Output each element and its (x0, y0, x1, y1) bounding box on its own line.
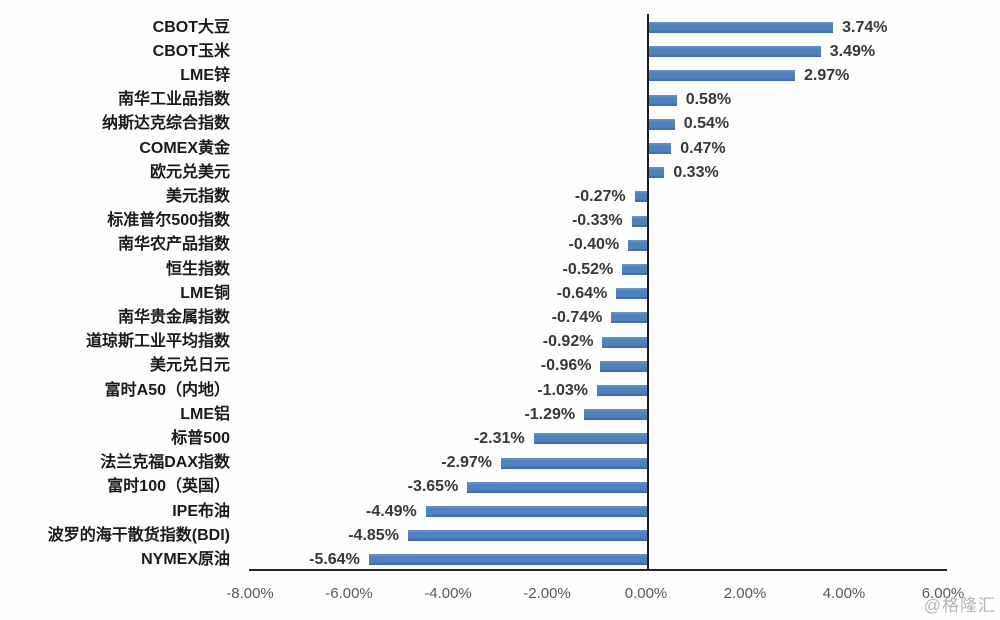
x-tick-label: -6.00% (325, 585, 373, 602)
x-tick-label: 0.00% (624, 585, 668, 602)
category-label: 纳斯达克综合指数 (101, 115, 230, 133)
bar (600, 360, 648, 372)
value-label: -2.31% (473, 429, 525, 447)
category-label: 法兰克福DAX指数 (100, 454, 230, 472)
bar (368, 554, 648, 566)
value-label: -0.40% (568, 236, 620, 254)
category-label: 波罗的海干散货指数(BDI) (47, 526, 230, 544)
bar (611, 312, 648, 324)
value-label: -0.96% (540, 357, 592, 375)
category-label: LME铜 (180, 284, 230, 302)
category-label: 富时A50（内地） (104, 381, 230, 399)
value-label: 0.47% (680, 139, 726, 157)
category-label: 标准普尔500指数 (107, 212, 230, 230)
bar (648, 94, 677, 106)
category-label: 南华工业品指数 (117, 91, 230, 109)
category-label: 恒生指数 (165, 260, 230, 278)
category-label: 富时100（英国） (107, 478, 230, 496)
value-label: -2.97% (441, 454, 492, 472)
bar (500, 457, 648, 469)
value-label: 0.33% (673, 163, 719, 181)
bar (407, 530, 648, 542)
value-label: 3.49% (829, 42, 876, 60)
value-label: -0.92% (542, 333, 594, 351)
value-label: -0.33% (571, 212, 623, 230)
category-label: NYMEX原油 (141, 550, 230, 568)
value-label: -4.85% (348, 526, 399, 544)
bar (533, 433, 648, 445)
value-label: -1.03% (537, 381, 588, 399)
zero-axis-line (647, 14, 649, 571)
x-tick-label: 2.00% (723, 585, 767, 602)
category-label: LME铝 (180, 405, 230, 423)
category-label: CBOT玉米 (152, 42, 230, 60)
x-tick-label: -8.00% (226, 585, 274, 602)
bar (425, 506, 648, 517)
value-label: -1.29% (524, 405, 576, 423)
bar (584, 409, 648, 421)
category-label: 南华贵金属指数 (117, 308, 230, 326)
bar (602, 336, 648, 348)
value-label: -3.65% (407, 478, 459, 496)
value-label: -0.64% (556, 284, 608, 302)
bar (597, 385, 648, 396)
category-label: 美元指数 (165, 187, 230, 205)
category-label: COMEX黄金 (139, 139, 230, 157)
category-label: 南华农产品指数 (117, 236, 230, 254)
value-label: -5.64% (309, 550, 360, 568)
bar (648, 22, 834, 33)
value-label: -4.49% (366, 502, 417, 520)
category-label: 美元兑日元 (149, 357, 230, 375)
bar (648, 118, 675, 130)
value-label: -0.74% (551, 308, 603, 326)
category-label: 标普500 (171, 429, 230, 447)
value-label: -0.27% (574, 187, 626, 205)
value-label: 0.54% (683, 115, 730, 133)
bar (648, 143, 672, 154)
category-label: 欧元兑美元 (149, 163, 230, 181)
bar (628, 239, 648, 251)
category-label: IPE布油 (172, 502, 230, 520)
value-label: -0.52% (562, 260, 614, 278)
x-axis-line (249, 569, 947, 571)
bar (622, 264, 648, 275)
value-label: 0.58% (685, 91, 732, 109)
bar (467, 481, 648, 493)
x-tick-label: -4.00% (424, 585, 472, 602)
category-label: 道琼斯工业平均指数 (85, 333, 230, 351)
bar (648, 70, 795, 82)
bar (631, 215, 648, 227)
x-tick-label: 4.00% (822, 585, 866, 602)
value-label: 2.97% (804, 66, 850, 84)
category-label: CBOT大豆 (152, 18, 230, 36)
x-tick-label: -2.00% (523, 585, 571, 602)
bar (648, 46, 821, 58)
value-label: 3.74% (842, 18, 888, 36)
bar (616, 288, 648, 300)
watermark: @格隆汇 (923, 596, 996, 615)
category-label: LME锌 (180, 66, 230, 84)
bar (634, 191, 648, 203)
bar (648, 167, 665, 179)
x-tick-label: 6.00% (921, 585, 965, 602)
